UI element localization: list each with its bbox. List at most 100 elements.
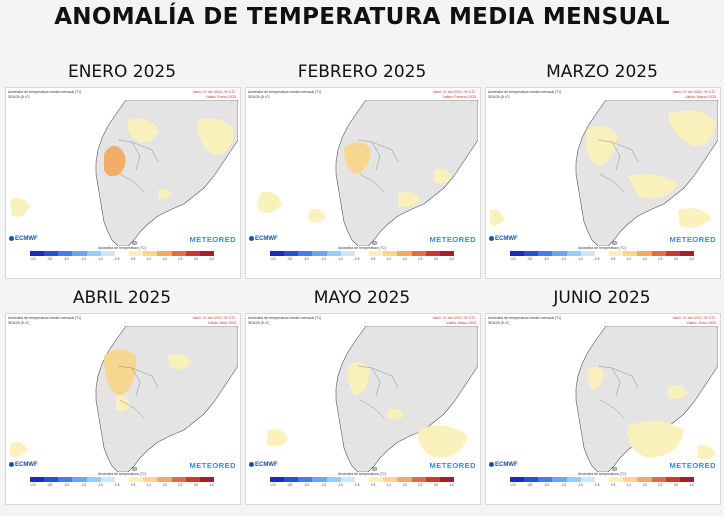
- temperature-anomaly-map: [8, 100, 238, 246]
- colorbar-tick: -4.0: [270, 483, 276, 487]
- colorbar-ticks: -4.0 -3.5 -3.0 -1.5 -1.0 -0.5 0.5 1.0 1.5 2.5 3.0 4…: [30, 483, 214, 487]
- colorbar-ticks: -4.0 -3.5 -3.0 -1.5 -1.0 -0.5 0.5 1.0 1.5 2.5 3.0 4…: [270, 257, 454, 261]
- valid-label: Válido: Junio 2025: [686, 320, 716, 325]
- valid-label: Válido: Abril 2025: [208, 320, 236, 325]
- colorbar-swatch: [397, 477, 412, 482]
- colorbar-swatch: [637, 477, 652, 482]
- month-title: ENERO 2025: [67, 62, 177, 82]
- colorbar-swatch: [340, 251, 355, 256]
- colorbar-swatch: [354, 477, 370, 482]
- map-header-right: Inicio: 01 dic 2024, 00 UTC Válido: Abril…: [193, 316, 236, 325]
- valid-label: Válido: Enero 2025: [205, 94, 236, 99]
- colorbar-tick: -4.0: [30, 257, 36, 261]
- colorbar-tick: 2.5: [657, 483, 663, 487]
- model-label: SEAS5 (5.4°): [248, 94, 270, 99]
- colorbar-swatch: [524, 477, 539, 482]
- ecmwf-label: ECMWF: [15, 236, 38, 242]
- colorbar-tick: 4.0: [689, 257, 694, 261]
- colorbar-swatch: [524, 251, 539, 256]
- colorbar-swatch: [58, 477, 73, 482]
- colorbar-swatch: [114, 251, 130, 256]
- colorbar-tick: -3.5: [46, 483, 53, 487]
- colorbar-swatch: [86, 477, 101, 482]
- colorbar-swatch: [538, 251, 553, 256]
- colorbar-tick: -1.0: [97, 257, 103, 261]
- colorbar-swatch: [623, 251, 638, 256]
- colorbar-swatch: [326, 477, 341, 482]
- colorbar-swatch: [510, 251, 525, 256]
- colorbar-tick: -3.0: [303, 483, 310, 487]
- colorbar-swatch: [270, 477, 285, 482]
- ecmwf-logo: ECMWF: [489, 462, 518, 468]
- map-header-right: Inicio: 01 dic 2024, 00 UTC Válido: Marzo…: [673, 90, 716, 99]
- colorbar-swatch: [651, 251, 666, 256]
- map-header-right: Inicio: 01 dic 2024, 00 UTC Válido: Junio…: [673, 316, 716, 325]
- ecmwf-logo: ECMWF: [249, 236, 278, 242]
- colorbar-tick: 1.0: [386, 483, 391, 487]
- colorbar-tick: 1.0: [146, 257, 151, 261]
- colorbar-tick: 2.5: [417, 483, 423, 487]
- colorbar-tick: 0.5: [130, 483, 136, 487]
- colorbar-swatch: [86, 251, 101, 256]
- colorbar-tick: -0.5: [113, 483, 120, 487]
- colorbar: [30, 251, 215, 256]
- colorbar: [270, 251, 455, 256]
- init-label: Inicio: 01 dic 2024, 00 UTC: [432, 90, 476, 94]
- map-title: Anomalía de temperatura media mensual (°…: [488, 316, 562, 320]
- colorbar-swatch: [72, 477, 87, 482]
- colorbar-swatch: [665, 477, 680, 482]
- model-label: SEAS5 (5.4°): [248, 320, 270, 325]
- colorbar-tick: 2.5: [417, 257, 423, 261]
- ecmwf-label: ECMWF: [15, 462, 38, 468]
- colorbar-swatch: [171, 251, 186, 256]
- map-title: Anomalía de temperatura media mensual (°…: [248, 90, 322, 94]
- colorbar-swatch: [284, 477, 299, 482]
- month-title: MARZO 2025: [546, 62, 658, 82]
- colorbar-tick: -1.5: [80, 257, 86, 261]
- colorbar-swatch: [185, 477, 200, 482]
- temperature-anomaly-map: [488, 326, 718, 472]
- colorbar-swatch: [411, 251, 426, 256]
- colorbar-swatch: [425, 251, 440, 256]
- map-panel-marzo: MARZO 2025 Anomalía de temperatura media …: [483, 62, 721, 280]
- colorbar-ticks: -4.0 -3.5 -3.0 -1.5 -1.0 -0.5 0.5 1.0 1.5 2.5 3.0 4…: [510, 483, 694, 487]
- month-title: ABRIL 2025: [72, 288, 172, 308]
- colorbar-swatch: [326, 251, 341, 256]
- colorbar-swatch: [566, 251, 581, 256]
- colorbar-tick: -0.5: [353, 257, 360, 261]
- colorbar-swatch: [439, 477, 455, 482]
- forecast-card: Anomalía de temperatura media mensual (°…: [5, 87, 241, 279]
- colorbar-swatch: [270, 251, 285, 256]
- map-header: Anomalía de temperatura media mensual (°…: [488, 90, 718, 104]
- init-label: Inicio: 01 dic 2024, 00 UTC: [192, 90, 236, 94]
- colorbar-swatch: [679, 477, 695, 482]
- colorbar-label: Anomalía de temperatura (°C): [338, 246, 386, 250]
- map-header: Anomalía de temperatura media mensual (°…: [8, 90, 238, 104]
- colorbar-swatch: [609, 251, 624, 256]
- colorbar-tick: 4.0: [449, 483, 454, 487]
- colorbar-tick: -1.0: [337, 483, 343, 487]
- colorbar-swatch: [199, 251, 215, 256]
- colorbar-tick: -3.5: [46, 257, 53, 261]
- colorbar-tick: 1.5: [642, 483, 647, 487]
- colorbar-label: Anomalía de temperatura (°C): [578, 246, 626, 250]
- colorbar-swatch: [44, 251, 59, 256]
- colorbar-ticks: -4.0 -3.5 -3.0 -1.5 -1.0 -0.5 0.5 1.0 1.5 2.5 3.0 4…: [30, 257, 214, 261]
- meteored-logo: METEORED: [669, 235, 716, 244]
- colorbar-swatch: [30, 477, 45, 482]
- map-header: Anomalía de temperatura media mensual (°…: [488, 316, 718, 330]
- colorbar-tick: 2.5: [657, 257, 663, 261]
- colorbar-tick: -3.0: [543, 257, 550, 261]
- colorbar-swatch: [369, 251, 384, 256]
- meteored-logo: METEORED: [429, 461, 476, 470]
- colorbar-swatch: [30, 251, 45, 256]
- colorbar-tick: 2.5: [177, 483, 183, 487]
- map-header-left: Anomalía de temperatura media mensual (°…: [8, 90, 81, 99]
- map-header-right: Inicio: 01 dic 2024, 00 UTC Válido: Mayo …: [433, 316, 476, 325]
- map-panel-junio: JUNIO 2025 Anomalía de temperatura media …: [483, 288, 721, 506]
- colorbar-tick: 0.5: [370, 483, 376, 487]
- ecmwf-icon: [9, 462, 14, 467]
- colorbar-tick: 1.0: [146, 483, 151, 487]
- colorbar-tick: 0.5: [610, 257, 616, 261]
- colorbar-swatch: [72, 251, 87, 256]
